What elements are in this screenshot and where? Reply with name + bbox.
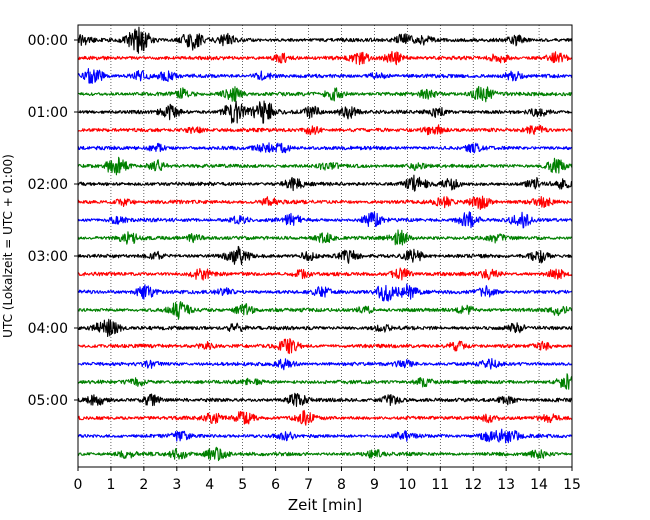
x-tick-label-9: 9 [370,477,379,493]
x-tick-label-2: 2 [139,477,148,493]
y-tick-label-0: 00:00 [28,33,68,49]
trace-0230 [77,211,573,229]
trace-0145 [77,156,573,176]
y-axis-label: UTC (Lokalzeit = UTC + 01:00) [1,154,15,338]
trace-0430 [77,358,573,371]
trace-0215 [77,195,573,211]
y-tick-label-3: 03:00 [28,249,68,265]
trace-0315 [77,267,573,281]
x-tick-label-0: 0 [74,477,83,493]
trace-group [77,26,573,462]
trace-0515 [77,409,573,426]
plot-frame [77,24,573,468]
trace-0045 [77,85,573,103]
x-tick-label-10: 10 [398,477,416,493]
trace-0445 [77,373,573,390]
x-tick-label-11: 11 [431,477,449,493]
x-tick-label-1: 1 [106,477,115,493]
y-tick-label-4: 04:00 [28,321,68,337]
x-tick-label-12: 12 [464,477,482,493]
x-tick-label-15: 15 [563,477,581,493]
y-tick-label-5: 05:00 [28,393,68,409]
x-axis-label: Zeit [min] [288,496,362,514]
y-tick-label-1: 01:00 [28,105,68,121]
x-tick-label-14: 14 [530,477,548,493]
trace-0130 [77,142,573,154]
x-tick-label-6: 6 [271,477,280,493]
trace-0115 [77,124,573,136]
trace-0015 [77,50,573,66]
trace-0345 [77,301,573,320]
trace-0545 [77,446,573,462]
trace-0245 [77,229,573,246]
trace-0000 [77,26,573,54]
y-axis: 00:00 01:00 02:00 03:00 04:00 05:00 [28,33,78,409]
trace-0030 [77,68,573,84]
trace-0100 [77,100,573,124]
x-axis: 0 1 2 3 4 5 6 7 8 9 10 11 12 13 14 15 [74,467,581,493]
trace-0415 [77,338,573,355]
x-tick-label-3: 3 [172,477,181,493]
trace-0530 [77,428,573,444]
x-tick-label-7: 7 [304,477,313,493]
trace-0500 [77,392,573,408]
x-tick-label-8: 8 [337,477,346,493]
x-tick-label-5: 5 [238,477,247,493]
trace-0330 [77,283,573,302]
x-tick-label-4: 4 [205,477,214,493]
trace-0200 [77,174,573,192]
x-tick-label-13: 13 [497,477,515,493]
trace-0300 [77,245,573,266]
trace-0400 [77,318,573,338]
y-tick-label-2: 02:00 [28,177,68,193]
